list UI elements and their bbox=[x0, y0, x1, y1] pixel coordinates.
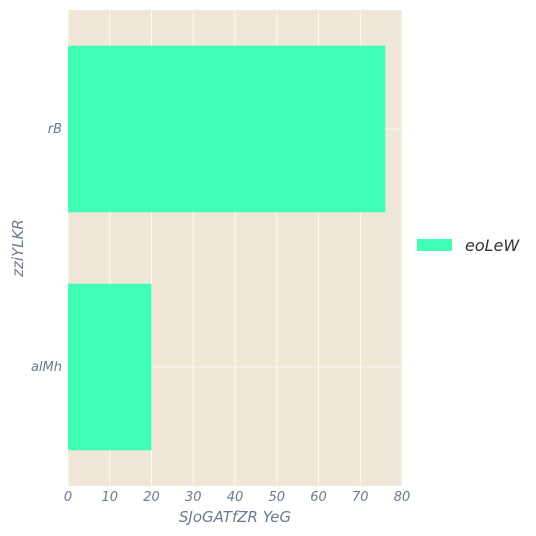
y-tick-label: alMh bbox=[31, 360, 62, 375]
bars bbox=[68, 45, 386, 451]
bar bbox=[68, 283, 152, 451]
x-tick-label: 0 bbox=[64, 490, 72, 505]
legend-swatch bbox=[417, 239, 452, 251]
y-axis-ticks: alMh rB bbox=[31, 122, 62, 375]
y-axis-label: zziYLKR bbox=[9, 219, 27, 278]
x-tick-label: 60 bbox=[310, 490, 327, 505]
legend-label: eoLeW bbox=[465, 236, 520, 255]
x-tick-label: 20 bbox=[143, 490, 160, 505]
x-tick-label: 40 bbox=[227, 490, 244, 505]
x-axis-ticks: 0 10 20 30 40 50 60 70 80 bbox=[64, 490, 410, 505]
legend: eoLeW bbox=[417, 236, 520, 255]
y-tick-label: rB bbox=[48, 122, 62, 137]
x-tick-label: 30 bbox=[185, 490, 202, 505]
x-tick-label: 50 bbox=[268, 490, 285, 505]
x-axis-label: SJoGATfZR YeG bbox=[179, 508, 291, 526]
x-tick-label: 10 bbox=[101, 490, 118, 505]
bar bbox=[68, 45, 386, 213]
x-tick-label: 70 bbox=[352, 490, 369, 505]
x-tick-label: 80 bbox=[394, 490, 411, 505]
